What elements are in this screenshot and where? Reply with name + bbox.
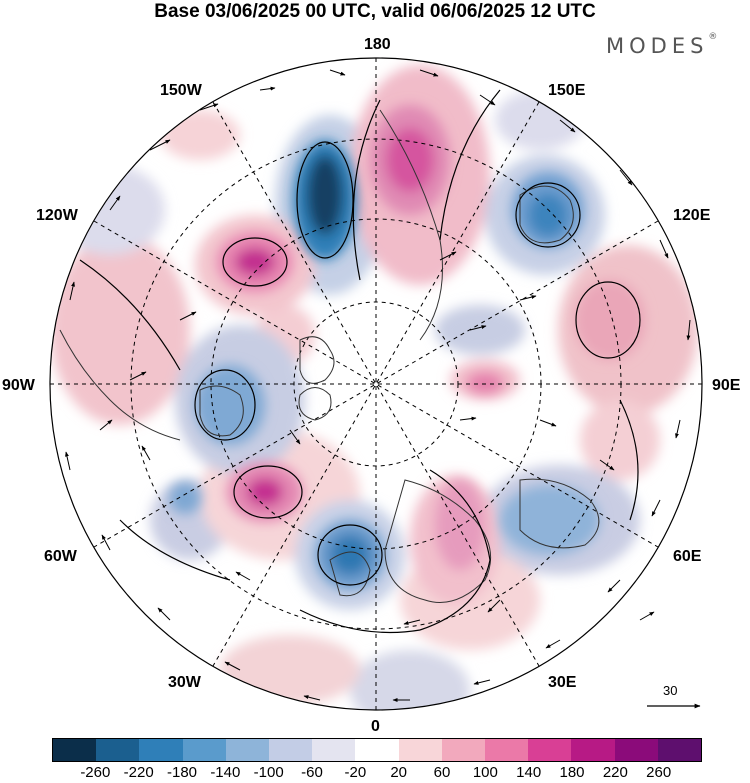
lon-label-30w: 30W [168,674,201,691]
colorbar-tick-label: -140 [210,764,241,781]
colorbar-tick-label: -20 [344,764,367,781]
colorbar-tick-label: -60 [301,764,323,781]
colorbar-swatch [571,739,615,761]
colorbar-swatch [96,739,140,761]
colorbar-tick-label: 220 [602,764,628,781]
colorbar-tick-label: 260 [646,764,672,781]
colorbar-tick-label: 180 [559,764,585,781]
wind-vectors [65,69,691,702]
colorbar-tick-label: 100 [472,764,498,781]
map-boundary [49,57,703,711]
colorbar-tick-label: 20 [390,764,407,781]
colorbar-swatch [53,739,97,761]
lon-label-120e: 120E [673,207,711,224]
colorbar-tick-label: 140 [516,764,542,781]
chart-title: Base 03/06/2025 00 UTC, valid 06/06/2025… [154,1,596,22]
colorbar-tick-label: -260 [80,764,111,781]
colorbar-swatch [441,739,486,761]
lon-label-120w: 120W [36,207,78,224]
lon-label-150w: 150W [160,82,202,99]
colorbar-swatch [485,739,529,761]
lon-label-30e: 30E [548,674,577,691]
lon-label-150e: 150E [548,82,586,99]
colorbar-swatch [225,739,270,761]
colorbar-swatch [398,739,442,761]
coastlines [59,109,600,603]
streamlines [79,89,641,634]
lon-label-0: 0 [371,718,380,735]
colorbar-swatch [614,739,658,761]
colorbar-swatch [657,739,702,761]
lon-label-180: 180 [364,36,391,53]
colorbar-swatch [528,739,572,761]
reference-vector-label: 30 [663,683,678,698]
anomaly-shading [50,58,702,710]
graticule [50,58,702,710]
colorbar-swatch [312,739,356,761]
colorbar-tick-label: -220 [123,764,154,781]
colorbar-swatch [182,739,226,761]
lon-label-60e: 60E [673,548,702,565]
brand-logo: MODES® [606,32,718,58]
lon-label-90w: 90W [2,377,35,394]
colorbar-swatch [269,739,313,761]
lon-label-90e: 90E [712,377,741,394]
colorbar-tick-label: 60 [433,764,451,781]
lon-label-60w: 60W [44,548,77,565]
colorbar-tick-label: -180 [166,764,198,781]
colorbar-tick-label: -100 [253,764,284,781]
colorbar [52,738,702,762]
colorbar-swatch [355,739,399,761]
colorbar-swatch [139,739,183,761]
